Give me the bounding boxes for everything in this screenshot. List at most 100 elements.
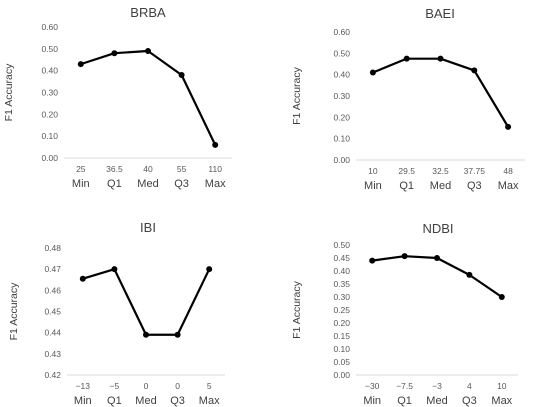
data-point [111, 50, 118, 57]
series-line [80, 49, 217, 146]
y-tick-label: 0.48 [44, 243, 61, 253]
category-label: Min [363, 395, 381, 407]
y-tick-label: 0.10 [333, 134, 350, 144]
y-tick-label: 0.40 [333, 70, 350, 80]
category-label: Med [135, 395, 156, 407]
y-tick-label: 0.15 [333, 331, 350, 341]
threshold-label: −3 [432, 381, 442, 391]
data-point [498, 294, 505, 300]
threshold-label: −5 [110, 381, 120, 391]
y-tick-label: 0.60 [41, 22, 58, 32]
threshold-label: 5 [207, 381, 212, 391]
threshold-label: −30 [365, 381, 380, 391]
chart-panel-baei: BAEI F1 Accuracy 0.00 0.10 0.20 0.30 0.40 0.50 0… [291, 6, 525, 192]
y-tick-label: 0.47 [44, 264, 61, 274]
data-point [145, 48, 151, 55]
threshold-label: 25 [76, 164, 86, 174]
threshold-label: 10 [368, 166, 378, 176]
category-label: Max [205, 178, 226, 190]
category-label: Med [137, 178, 158, 190]
y-tick-label: 0.20 [333, 112, 350, 122]
y-tick-label: 0.46 [44, 285, 61, 295]
data-point [466, 271, 473, 278]
data-point [437, 55, 444, 62]
y-tick-label: 0.30 [333, 292, 350, 302]
data-point [434, 255, 440, 261]
y-tick-label: 0.30 [333, 91, 350, 101]
category-label: Max [498, 180, 519, 192]
threshold-label: 32.5 [432, 166, 449, 176]
y-tick-label: 0.00 [333, 155, 350, 165]
chart-title: NDBI [422, 221, 453, 236]
data-point [111, 266, 118, 273]
threshold-label: 110 [208, 164, 222, 174]
y-tick-label: 0.25 [333, 305, 350, 315]
threshold-label: 40 [143, 164, 153, 174]
series-line [372, 255, 503, 298]
data-point [471, 67, 478, 74]
category-label: Q3 [467, 180, 482, 192]
threshold-label: −13 [76, 381, 91, 391]
data-point [206, 266, 213, 273]
y-tick-label: 0.45 [44, 307, 61, 317]
category-label: Med [430, 180, 451, 192]
category-label: Med [426, 395, 447, 407]
category-label: Q3 [174, 178, 189, 190]
category-label: Q1 [107, 178, 122, 190]
data-point [79, 275, 86, 282]
y-tick-label: 0.00 [333, 370, 350, 380]
series-line [82, 268, 211, 336]
chart-panel-ndbi: NDBI F1 Accuracy 0.00 0.05 0.10 0.15 0.20 0.25 0… [291, 221, 518, 407]
category-label: Q3 [170, 395, 185, 407]
threshold-label: 36.5 [106, 164, 123, 174]
y-tick-label: 0.20 [333, 318, 350, 328]
category-label: Min [72, 178, 90, 190]
chart-title: IBI [140, 220, 156, 235]
chart-panel-brba: BRBA F1 Accuracy 0.00 0.10 0.20 0.30 0.40 0.50 0… [3, 5, 232, 190]
y-tick-label: 0.50 [333, 48, 350, 58]
y-tick-label: 0.35 [333, 279, 350, 289]
threshold-label: 10 [497, 381, 507, 391]
category-label: Max [199, 395, 220, 407]
category-label: Q1 [399, 180, 414, 192]
data-point [369, 257, 376, 264]
threshold-label: 37.75 [464, 166, 486, 176]
y-tick-label: 0.10 [41, 131, 58, 141]
y-tick-label: 0.60 [333, 27, 350, 37]
y-tick-label: 0.30 [41, 88, 58, 98]
threshold-label: 0 [144, 381, 149, 391]
y-tick-label: 0.43 [44, 349, 61, 359]
chart-title: BAEI [425, 6, 455, 21]
data-point [403, 55, 410, 62]
data-point [77, 61, 84, 68]
y-tick-label: 0.20 [41, 109, 58, 119]
data-point [505, 123, 512, 130]
data-point [212, 141, 219, 148]
y-axis-title: F1 Accuracy [8, 282, 20, 341]
category-label: Q1 [107, 395, 122, 407]
y-tick-label: 0.40 [333, 266, 350, 276]
category-label: Min [364, 180, 382, 192]
y-tick-label: 0.45 [333, 253, 350, 263]
series-line [372, 57, 510, 128]
category-label: Min [74, 395, 92, 407]
chart-panel-ibi: IBI F1 Accuracy 0.42 0.43 0.44 0.45 0.46 0.47 0.… [8, 220, 225, 407]
threshold-label: 48 [503, 166, 513, 176]
y-tick-label: 0.50 [41, 44, 58, 54]
y-tick-label: 0.05 [333, 357, 350, 367]
y-tick-label: 0.10 [333, 344, 350, 354]
y-tick-label: 0.42 [44, 370, 61, 380]
threshold-label: 29.5 [398, 166, 415, 176]
y-axis-title: F1 Accuracy [3, 63, 15, 122]
y-axis-title: F1 Accuracy [291, 66, 303, 125]
y-axis-title: F1 Accuracy [291, 280, 303, 339]
data-point [369, 69, 376, 76]
y-tick-label: 0.40 [41, 66, 58, 76]
category-label: Q3 [462, 395, 477, 407]
threshold-label: 55 [177, 164, 187, 174]
category-label: Max [491, 395, 512, 407]
y-tick-label: 0.44 [44, 328, 61, 338]
data-point [143, 331, 149, 338]
y-tick-label: 0.00 [41, 153, 58, 163]
data-point [174, 331, 181, 338]
